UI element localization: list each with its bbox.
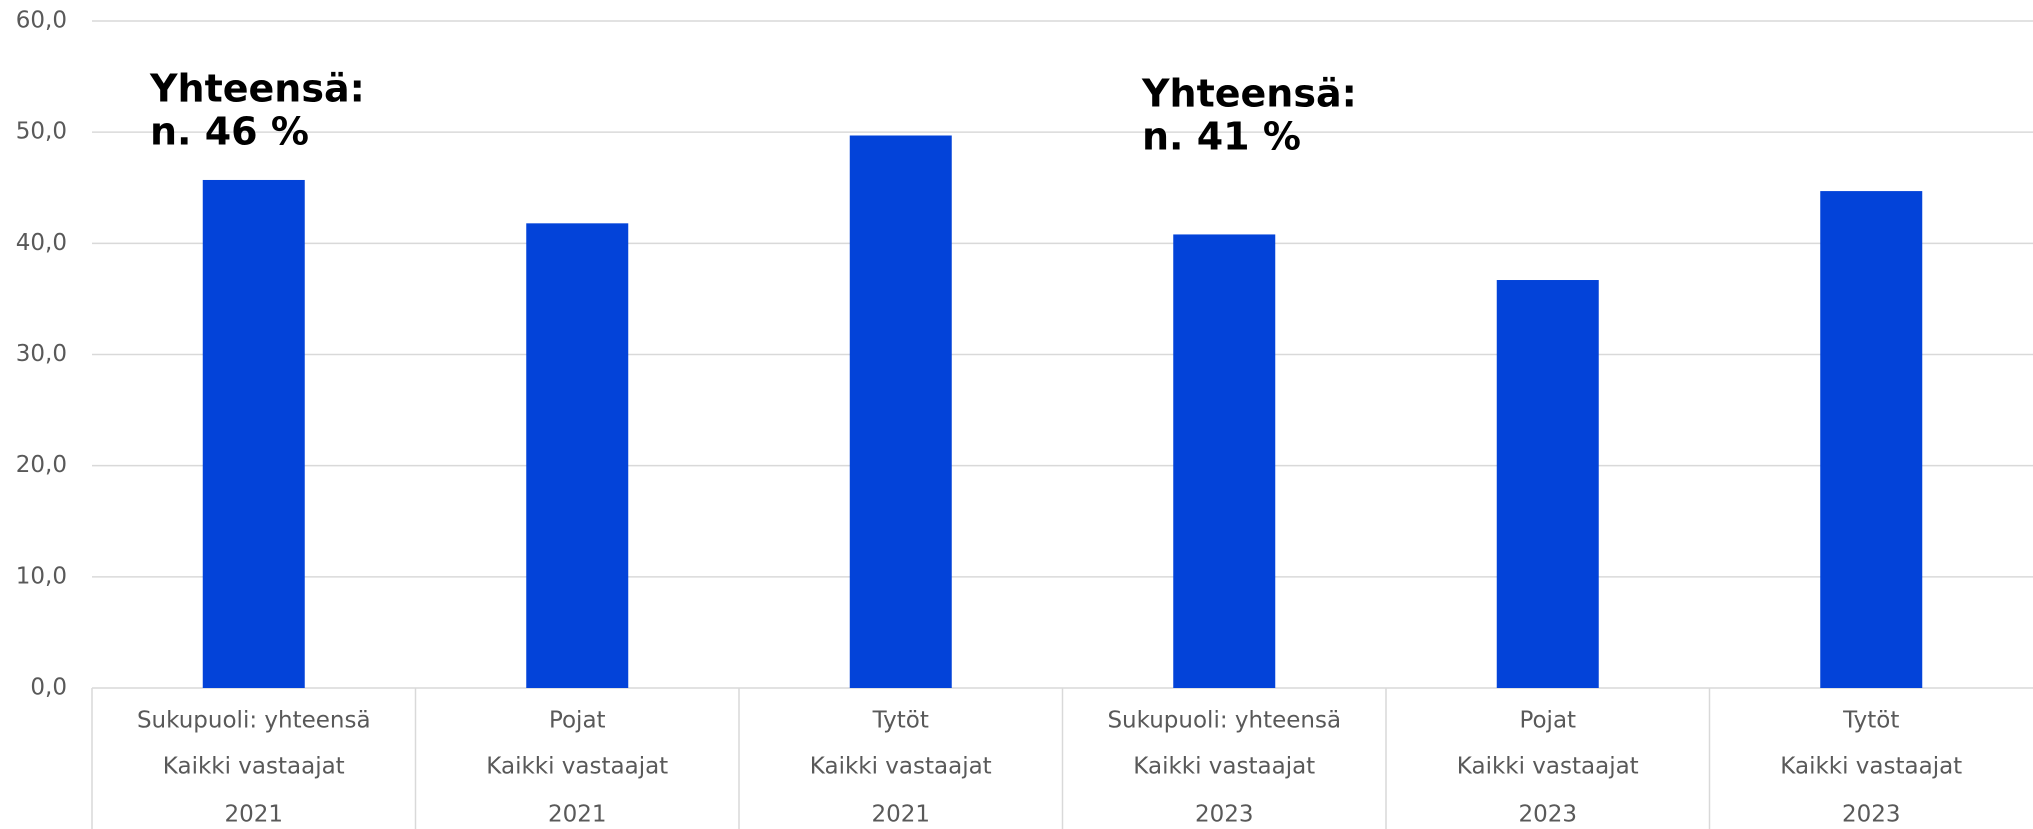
y-tick-label: 10,0: [16, 563, 67, 589]
x-tick-label: Pojat: [549, 708, 606, 734]
bar: [1496, 280, 1599, 688]
x-tick-label: Tytöt: [872, 708, 929, 734]
annotation: n. 41 %: [1142, 115, 1301, 159]
bar: [202, 179, 305, 689]
x-tick-label: 2023: [1195, 802, 1254, 828]
bar: [849, 135, 952, 689]
y-tick-label: 60,0: [16, 8, 67, 34]
x-tick-label: Tytöt: [1842, 708, 1899, 734]
annotation: Yhteensä:: [149, 67, 365, 111]
x-tick-label: 2021: [224, 802, 283, 828]
bar: [526, 223, 629, 688]
x-tick-label: Sukupuoli: yhteensä: [1107, 708, 1341, 734]
x-tick-label: Kaikki vastaajat: [486, 754, 668, 780]
y-tick-label: 20,0: [16, 452, 67, 478]
x-tick-label: Pojat: [1519, 708, 1576, 734]
y-tick-label: 40,0: [16, 230, 67, 256]
x-tick-label: Kaikki vastaajat: [163, 754, 345, 780]
y-tick-label: 50,0: [16, 119, 67, 145]
x-tick-label: 2023: [1518, 802, 1577, 828]
x-tick-label: Kaikki vastaajat: [1457, 754, 1639, 780]
y-tick-label: 0,0: [30, 675, 67, 701]
x-tick-label: Kaikki vastaajat: [810, 754, 992, 780]
bar: [1820, 191, 1923, 688]
x-tick-label: Kaikki vastaajat: [1780, 754, 1962, 780]
annotation: n. 46 %: [150, 110, 309, 154]
x-tick-label: Kaikki vastaajat: [1133, 754, 1315, 780]
x-tick-label: Sukupuoli: yhteensä: [137, 708, 371, 734]
y-tick-label: 30,0: [16, 341, 67, 367]
x-tick-label: 2023: [1842, 802, 1901, 828]
annotation: Yhteensä:: [1141, 72, 1357, 116]
bar: [1173, 234, 1276, 688]
x-tick-label: 2021: [548, 802, 607, 828]
x-tick-label: 2021: [871, 802, 930, 828]
